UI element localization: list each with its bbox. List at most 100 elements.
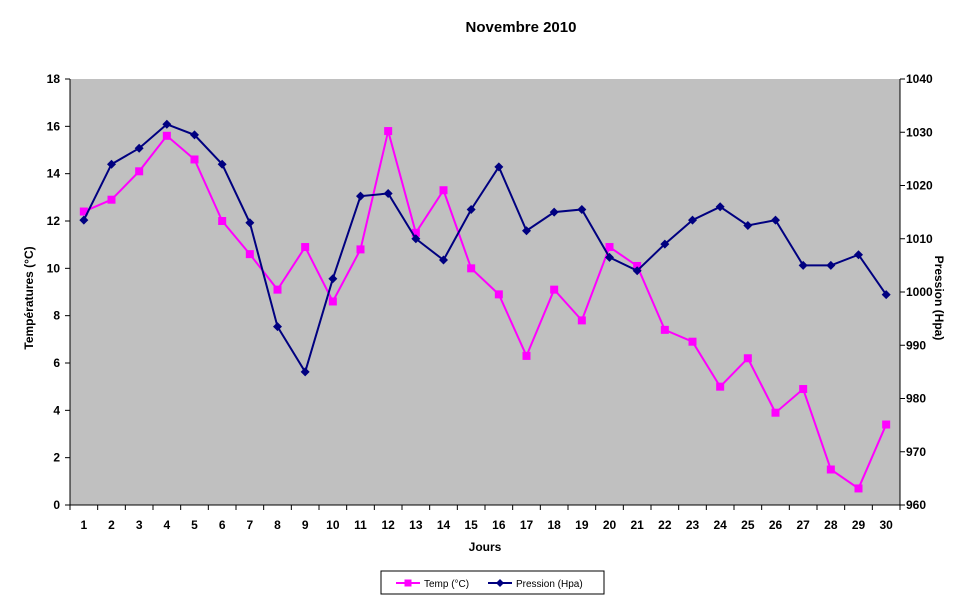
data-point xyxy=(633,261,642,270)
y-right-tick-label: 990 xyxy=(906,338,926,352)
legend-label: Temp (°C) xyxy=(424,579,469,590)
data-point xyxy=(356,191,365,201)
data-point xyxy=(882,420,891,429)
data-point xyxy=(162,119,172,129)
x-tick-label: 8 xyxy=(274,518,281,532)
data-point xyxy=(494,162,504,172)
data-point xyxy=(328,274,338,284)
data-point xyxy=(771,215,780,225)
y-right-tick-label: 970 xyxy=(906,445,926,459)
x-tick-label: 14 xyxy=(437,518,451,532)
x-tick-label: 20 xyxy=(603,518,617,532)
y-left-tick-label: 4 xyxy=(53,403,60,417)
x-tick-label: 27 xyxy=(796,518,810,532)
y-left-tick-label: 2 xyxy=(53,451,60,465)
x-tick-label: 6 xyxy=(219,518,226,532)
data-point xyxy=(245,218,255,228)
data-point xyxy=(190,155,199,164)
y-left-tick-label: 6 xyxy=(53,356,60,370)
data-point xyxy=(660,239,670,249)
x-tick-label: 2 xyxy=(108,518,115,532)
y-left-tick-label: 12 xyxy=(47,214,61,228)
data-point xyxy=(799,385,808,394)
data-point xyxy=(716,382,725,391)
y-left-tick-label: 14 xyxy=(47,167,61,181)
data-point xyxy=(743,220,753,230)
legend-marker xyxy=(404,579,412,587)
data-point xyxy=(218,217,227,225)
y-right-tick-label: 1000 xyxy=(906,285,933,299)
series-layer xyxy=(79,119,891,493)
data-point xyxy=(688,337,697,346)
data-point xyxy=(577,204,587,214)
data-point xyxy=(439,186,448,195)
y-right-tick-label: 1040 xyxy=(906,72,933,86)
data-point xyxy=(798,260,808,270)
legend: Temp (°C) Pression (Hpa) xyxy=(380,570,605,595)
series-line xyxy=(83,130,888,490)
data-point xyxy=(743,354,752,363)
x-tick-label: 7 xyxy=(246,518,253,532)
x-tick-label: 22 xyxy=(658,518,672,532)
data-point xyxy=(550,285,559,294)
data-point xyxy=(411,234,421,244)
data-point xyxy=(660,325,669,334)
plot-area xyxy=(70,79,900,505)
data-point xyxy=(715,202,725,212)
x-tick-label: 24 xyxy=(713,518,727,532)
y-right-tick-label: 1030 xyxy=(906,125,933,139)
x-tick-label: 10 xyxy=(326,518,340,532)
y-right-tick-label: 980 xyxy=(906,392,926,406)
data-point xyxy=(79,215,89,225)
x-tick-label: 1 xyxy=(80,518,87,532)
data-point xyxy=(826,465,835,474)
y-left-tick-label: 18 xyxy=(47,72,61,86)
data-point xyxy=(135,167,144,176)
data-point xyxy=(190,130,199,140)
data-point xyxy=(273,322,282,332)
data-point xyxy=(383,188,393,198)
x-tick-label: 3 xyxy=(136,518,143,532)
y-axis-right-label: Pression (Hpa) xyxy=(932,256,946,341)
data-point xyxy=(107,159,116,169)
data-point xyxy=(632,266,642,276)
data-point xyxy=(384,127,393,136)
y-left-tick-label: 10 xyxy=(47,261,61,275)
x-tick-label: 30 xyxy=(879,518,893,532)
series-temp xyxy=(79,127,891,493)
data-point xyxy=(79,207,88,216)
x-tick-label: 13 xyxy=(409,518,423,532)
x-tick-label: 16 xyxy=(492,518,506,532)
data-point xyxy=(245,250,254,259)
data-point xyxy=(301,243,310,252)
x-tick-label: 25 xyxy=(741,518,755,532)
data-point xyxy=(328,297,337,306)
legend-marker xyxy=(496,579,504,587)
x-tick-label: 19 xyxy=(575,518,589,532)
data-point xyxy=(411,228,420,237)
axes: 0246810121416189609709809901000101010201… xyxy=(47,72,933,532)
data-point xyxy=(522,226,531,236)
y-left-tick-label: 8 xyxy=(53,309,60,323)
data-point xyxy=(162,131,171,140)
data-point xyxy=(881,290,891,300)
x-axis-label: Jours xyxy=(469,540,502,554)
data-point xyxy=(854,484,863,493)
data-point xyxy=(356,245,365,254)
series-pression xyxy=(79,119,891,377)
x-tick-label: 12 xyxy=(381,518,395,532)
x-tick-label: 9 xyxy=(302,518,309,532)
x-tick-label: 4 xyxy=(163,518,170,532)
x-tick-label: 18 xyxy=(547,518,561,532)
data-point xyxy=(134,143,144,153)
data-point xyxy=(688,215,697,225)
x-tick-label: 17 xyxy=(520,518,534,532)
data-point xyxy=(466,204,476,214)
y-axis-left-label: Températures (°C) xyxy=(22,246,36,349)
x-tick-label: 26 xyxy=(769,518,783,532)
data-point xyxy=(300,367,310,377)
data-point xyxy=(522,351,531,360)
data-point xyxy=(217,159,227,169)
